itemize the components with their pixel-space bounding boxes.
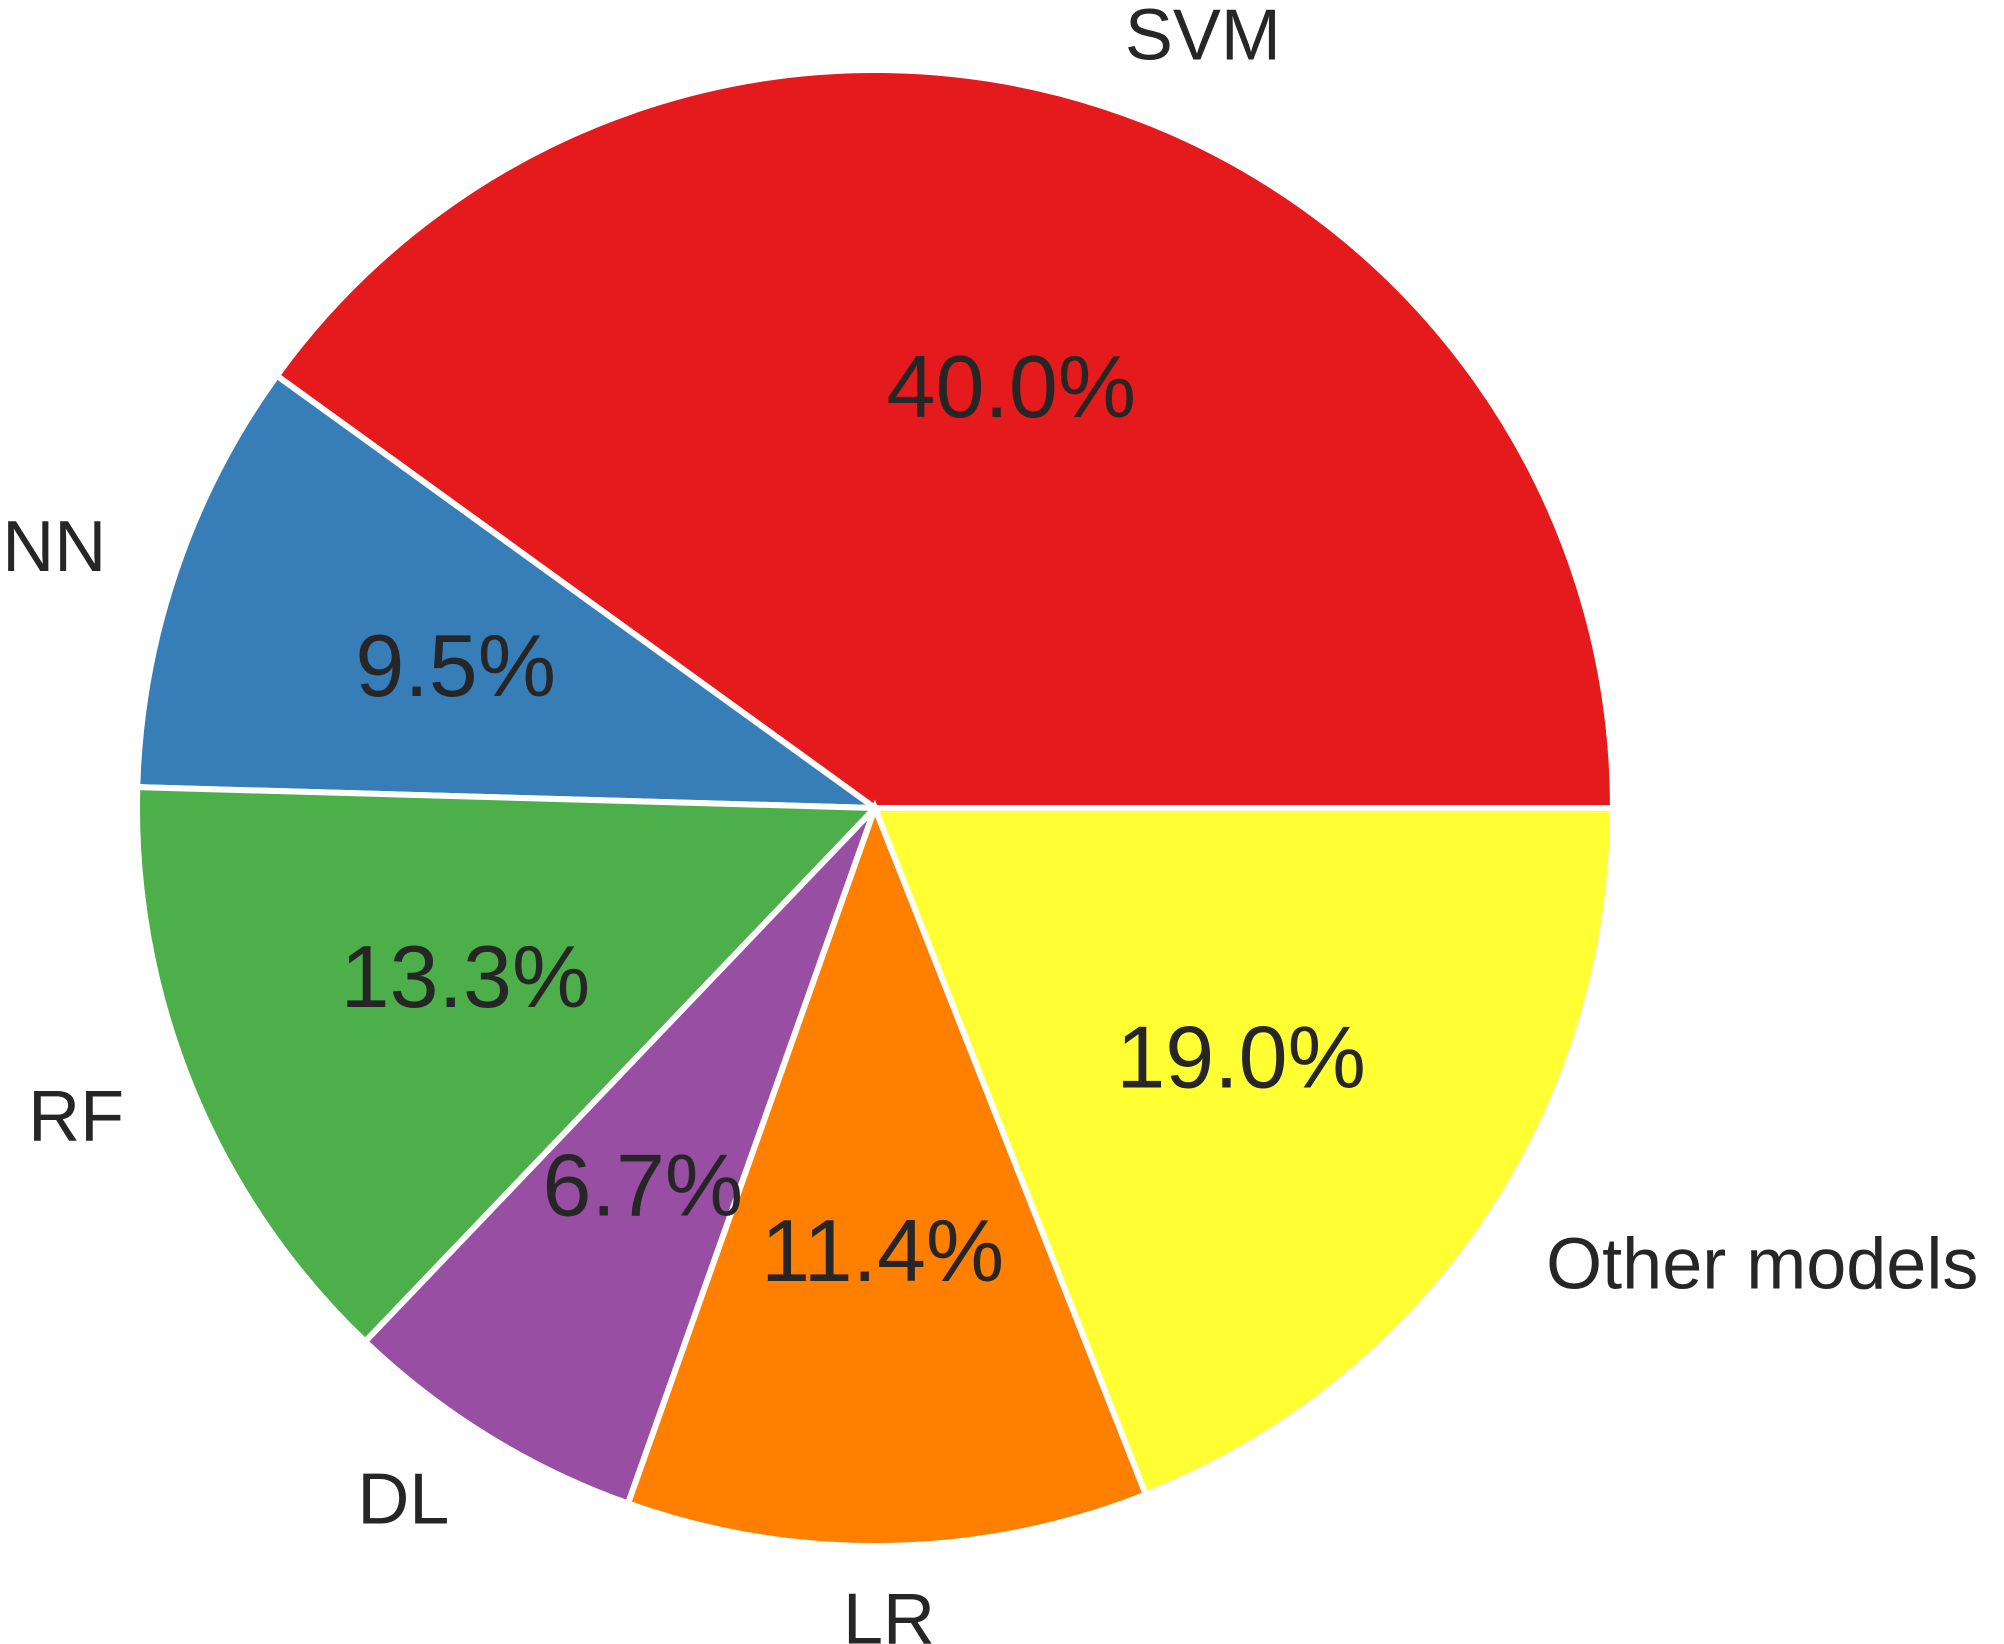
pct-label-svm: 40.0% <box>887 337 1137 436</box>
pct-label-dl: 6.7% <box>543 1136 744 1235</box>
pie-slices <box>134 67 1617 1549</box>
category-label-nn: NN <box>2 507 106 587</box>
category-label-dl: DL <box>357 1459 449 1539</box>
category-label-svm: SVM <box>1125 0 1281 76</box>
pie-slice-lr <box>624 799 1150 1549</box>
pie-slice-rf <box>134 784 882 1346</box>
pct-label-lr: 11.4% <box>761 1201 1004 1300</box>
category-label-other-models: Other models <box>1546 1225 1978 1305</box>
pie-slice-dl <box>360 805 878 1508</box>
pct-label-other-models: 19.0% <box>1116 1008 1366 1107</box>
category-label-lr: LR <box>843 1580 935 1644</box>
category-label-rf: RF <box>28 1077 124 1157</box>
pie-slice-other-models <box>870 805 1617 1499</box>
pie-slice-svm <box>272 67 1617 811</box>
pct-label-rf: 13.3% <box>341 927 591 1026</box>
pie-slice-nn <box>134 371 885 812</box>
pct-label-nn: 9.5% <box>355 616 556 715</box>
